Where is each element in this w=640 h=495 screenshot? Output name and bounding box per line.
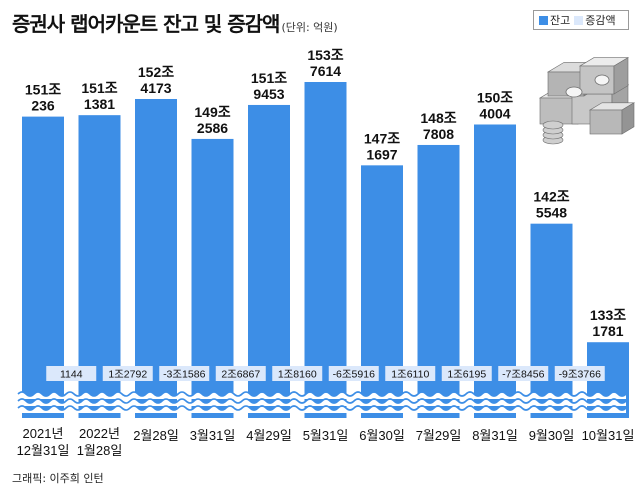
balance-label-trillion: 149조 <box>194 104 230 120</box>
money-stack-illustration <box>538 57 636 145</box>
balance-label-trillion: 151조 <box>25 82 61 98</box>
x-axis-labels: 2021년 12월31일 2022년 1월28일 2월28일 3월31일 4월29일 5월31… <box>17 426 635 458</box>
balance-bar <box>304 82 347 418</box>
balance-label-trillion: 151조 <box>251 70 287 86</box>
coin-icon <box>565 86 583 98</box>
balance-label-remainder: 7808 <box>423 126 454 142</box>
change-label: -6조5916 <box>333 369 376 381</box>
balance-bar <box>135 98 177 419</box>
x-tick-label: 5월31일 <box>303 428 349 443</box>
change-label: 1조6195 <box>447 369 486 381</box>
balance-label-trillion: 150조 <box>477 89 513 105</box>
balance-label-remainder: 236 <box>31 98 55 114</box>
axis-break-waves <box>17 391 627 413</box>
legend-swatch-balance <box>539 16 548 25</box>
x-tick-label: 2022년 <box>79 426 120 441</box>
balance-label-remainder: 4004 <box>479 105 510 121</box>
x-tick-label: 8월31일 <box>472 428 518 443</box>
balance-label-trillion: 142조 <box>533 189 569 205</box>
balance-label-trillion: 151조 <box>81 80 117 96</box>
axis-break-fill <box>18 399 626 406</box>
axis-break-fill <box>18 392 626 399</box>
balance-label-trillion: 147조 <box>364 130 400 146</box>
x-tick-label: 12월31일 <box>17 443 70 458</box>
change-label: -7조8456 <box>502 369 545 381</box>
x-tick-label: 4월29일 <box>246 428 292 443</box>
balance-label-trillion: 152조 <box>138 64 174 80</box>
x-tick-label: 7월29일 <box>416 428 462 443</box>
balance-label-remainder: 7614 <box>310 63 341 79</box>
balance-label-remainder: 2586 <box>197 120 228 136</box>
x-tick-label: 2021년 <box>23 426 64 441</box>
x-tick-label: 6월30일 <box>359 428 405 443</box>
unit-note: (단위: 억원) <box>281 21 338 34</box>
change-label-box <box>272 366 323 381</box>
change-label-box <box>215 366 266 381</box>
change-label-box <box>159 366 210 381</box>
change-label-box <box>498 366 549 381</box>
change-label: -9조3766 <box>559 369 602 381</box>
balance-label-remainder: 9453 <box>253 86 284 102</box>
x-tick-label: 1월28일 <box>77 443 123 458</box>
legend-label-change: 증감액 <box>585 14 616 27</box>
legend-label-balance: 잔고 <box>550 14 571 27</box>
x-tick-label: 3월31일 <box>190 428 236 443</box>
money-stack-shape <box>613 57 629 95</box>
balance-label-remainder: 1381 <box>84 96 115 112</box>
money-stack-shape <box>539 97 579 125</box>
balance-bar <box>248 104 290 418</box>
coin-icon <box>542 120 564 130</box>
balance-label-trillion: 153조 <box>307 47 343 63</box>
balance-label-remainder: 1781 <box>592 323 623 339</box>
balance-label-remainder: 1697 <box>366 146 397 162</box>
x-tick-label: 2월28일 <box>133 428 179 443</box>
coin-icon <box>594 74 610 86</box>
balance-label-remainder: 5548 <box>536 205 567 221</box>
change-label-box <box>441 366 492 381</box>
axis-break-wave <box>17 398 627 404</box>
money-stack-shape <box>589 109 623 135</box>
change-label-box <box>46 366 97 381</box>
legend: 잔고 증감액 <box>533 10 629 30</box>
change-label: 1조8160 <box>278 369 317 381</box>
change-label-box <box>385 366 436 381</box>
balance-label-remainder: 4173 <box>140 80 171 96</box>
change-label: 1조6110 <box>391 369 429 381</box>
balance-bar <box>530 223 573 418</box>
legend-swatch-change <box>574 16 584 25</box>
legend-item-balance: 잔고 <box>539 12 570 28</box>
axis-break-wave <box>17 391 627 397</box>
axis-break-wave <box>17 405 627 411</box>
legend-item-change: 증감액 <box>574 12 616 28</box>
money-stack-shape <box>621 102 635 135</box>
change-label-box <box>328 366 379 381</box>
change-label-box <box>554 366 605 381</box>
change-label: -3조1586 <box>163 369 206 381</box>
change-label-box <box>102 366 153 381</box>
change-labels: 1144 1조2792 -3조1586 2조6867 1조8160 -6조5916 1조61… <box>46 366 605 381</box>
axis-break-fill <box>18 406 626 413</box>
change-label: 2조6867 <box>221 369 260 381</box>
balance-value-labels: 151조236151조1381152조4173149조2586151조94531… <box>25 47 626 339</box>
credit: 그래픽: 이주희 인턴 <box>12 472 104 485</box>
x-tick-label: 9월30일 <box>529 428 575 443</box>
chart-title-text: 증권사 랩어카운트 잔고 및 증감액 <box>12 12 280 36</box>
x-tick-label: 10월31일 <box>582 428 635 443</box>
chart-title: 증권사 랩어카운트 잔고 및 증감액 (단위: 억원) <box>12 8 338 37</box>
balance-label-trillion: 148조 <box>420 110 456 126</box>
balance-label-trillion: 133조 <box>590 307 626 323</box>
change-label: 1조2792 <box>108 369 147 381</box>
change-label: 1144 <box>60 369 83 381</box>
